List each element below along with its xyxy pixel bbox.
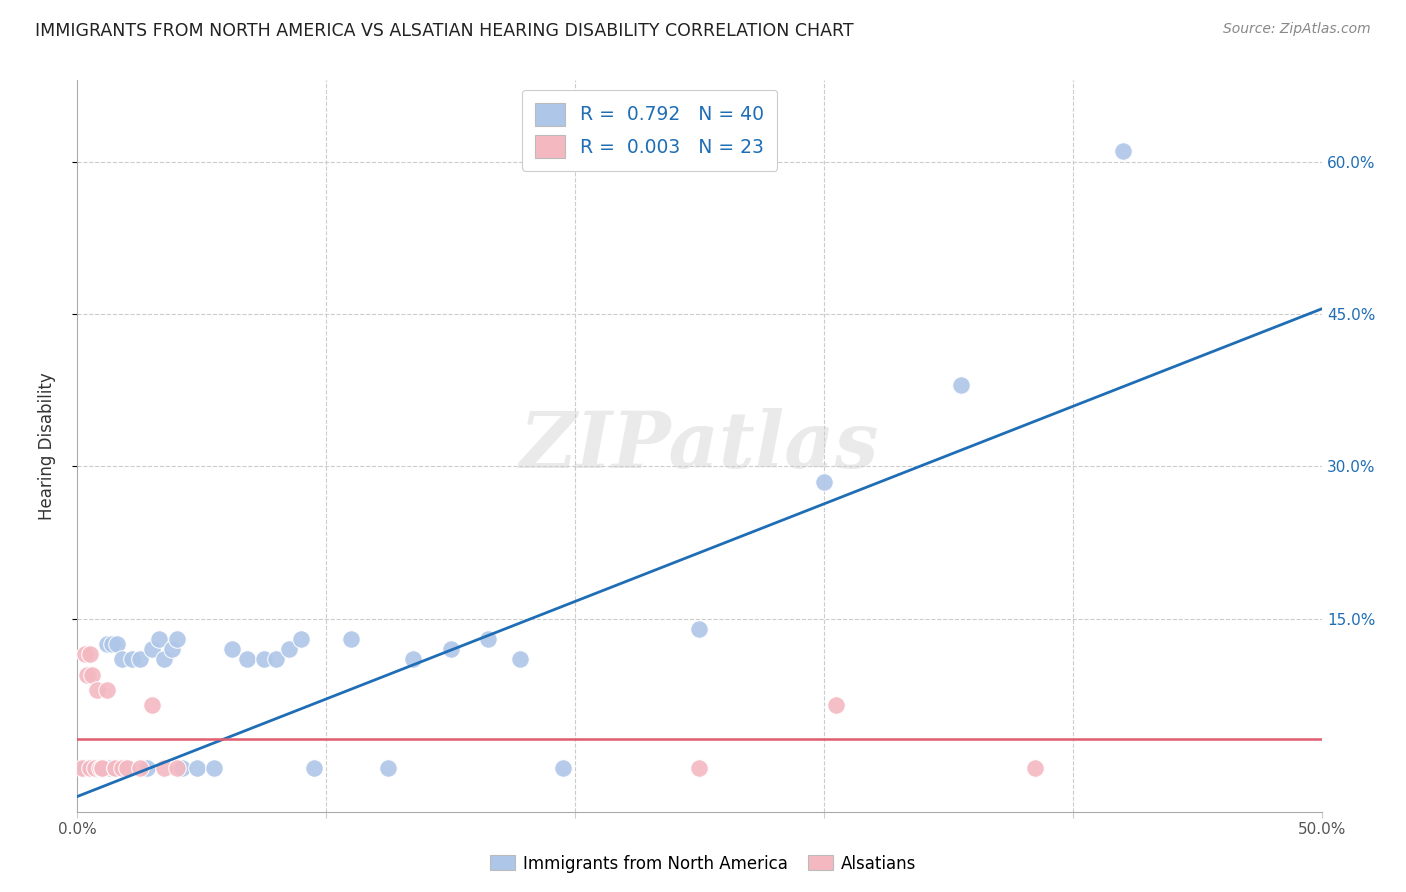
- Point: [82, 667, 104, 681]
- Point: [73, 647, 96, 661]
- Point: [477, 632, 499, 646]
- Point: [440, 642, 463, 657]
- Point: [340, 632, 363, 646]
- Point: [76, 667, 98, 681]
- Point: [115, 761, 138, 775]
- Point: [96, 682, 118, 697]
- Point: [91, 761, 114, 775]
- Legend: Immigrants from North America, Alsatians: Immigrants from North America, Alsatians: [482, 848, 924, 880]
- Point: [689, 622, 711, 636]
- Point: [170, 761, 193, 775]
- Point: [128, 761, 150, 775]
- Point: [89, 761, 111, 775]
- Point: [79, 761, 101, 775]
- Text: Source: ZipAtlas.com: Source: ZipAtlas.com: [1223, 22, 1371, 37]
- Point: [111, 652, 134, 666]
- Point: [825, 698, 848, 712]
- Point: [104, 761, 127, 775]
- Point: [141, 698, 163, 712]
- Point: [153, 761, 176, 775]
- Point: [290, 632, 312, 646]
- Point: [221, 642, 243, 657]
- Text: ZIPatlas: ZIPatlas: [520, 408, 879, 484]
- Point: [104, 761, 127, 775]
- Point: [111, 761, 134, 775]
- Point: [377, 761, 399, 775]
- Point: [83, 761, 105, 775]
- Point: [551, 761, 574, 775]
- Point: [121, 652, 143, 666]
- Point: [277, 642, 299, 657]
- Point: [402, 652, 425, 666]
- Legend: R =  0.792   N = 40, R =  0.003   N = 23: R = 0.792 N = 40, R = 0.003 N = 23: [522, 90, 778, 171]
- Point: [302, 761, 325, 775]
- Point: [1024, 761, 1046, 775]
- Point: [148, 632, 170, 646]
- Point: [91, 761, 114, 775]
- Point: [266, 652, 288, 666]
- Point: [101, 637, 124, 651]
- Point: [186, 761, 208, 775]
- Point: [128, 652, 150, 666]
- Point: [136, 761, 159, 775]
- Text: IMMIGRANTS FROM NORTH AMERICA VS ALSATIAN HEARING DISABILITY CORRELATION CHART: IMMIGRANTS FROM NORTH AMERICA VS ALSATIA…: [35, 22, 853, 40]
- Point: [813, 475, 835, 489]
- Point: [91, 761, 114, 775]
- Point: [115, 761, 138, 775]
- Point: [166, 761, 188, 775]
- Point: [160, 642, 183, 657]
- Y-axis label: Hearing Disability: Hearing Disability: [38, 372, 56, 520]
- Point: [235, 652, 257, 666]
- Point: [1111, 145, 1133, 159]
- Point: [86, 682, 108, 697]
- Point: [949, 378, 972, 392]
- Point: [96, 637, 118, 651]
- Point: [689, 761, 711, 775]
- Point: [153, 652, 176, 666]
- Point: [79, 647, 101, 661]
- Point: [253, 652, 276, 666]
- Point: [89, 761, 111, 775]
- Point: [83, 761, 105, 775]
- Point: [202, 761, 225, 775]
- Point: [166, 632, 188, 646]
- Point: [98, 761, 121, 775]
- Point: [72, 761, 94, 775]
- Point: [509, 652, 531, 666]
- Point: [73, 761, 96, 775]
- Point: [141, 642, 163, 657]
- Point: [79, 761, 101, 775]
- Point: [105, 637, 128, 651]
